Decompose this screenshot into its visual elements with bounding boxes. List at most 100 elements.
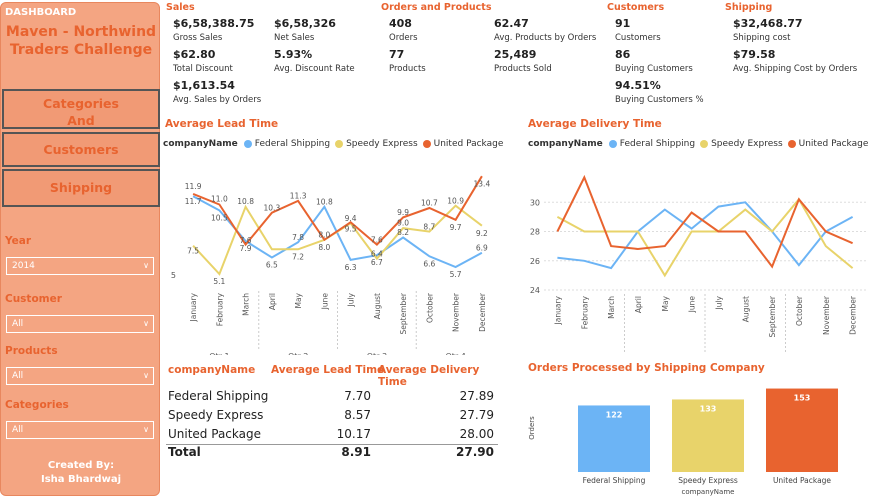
data-label: 11.0: [211, 195, 228, 204]
data-label: 9.7: [450, 223, 462, 232]
customer-filter-label: Customer: [5, 293, 62, 305]
legend-item-speedy[interactable]: Speedy Express: [700, 139, 783, 149]
products-filter-label: Products: [5, 345, 58, 357]
data-label: 6.6: [423, 259, 435, 268]
x-tick-label: November: [452, 292, 461, 332]
data-label: 5.1: [213, 277, 225, 286]
series-line-speedy: [556, 197, 854, 278]
x-tick-label: May: [661, 295, 670, 311]
legend-item-federal[interactable]: Federal Shipping: [608, 139, 695, 149]
legend-item-federal[interactable]: Federal Shipping: [243, 139, 331, 149]
x-tick-label: April: [268, 293, 277, 310]
categories-filter-label: Categories: [5, 399, 69, 411]
x-tick-label: October: [425, 292, 434, 323]
net-sales-label: Net Sales: [274, 33, 315, 43]
lead-time-legend: companyName Federal Shipping Speedy Expr…: [163, 139, 508, 149]
data-label: 8.2: [397, 228, 409, 237]
data-label: 10.3: [264, 203, 281, 212]
chevron-down-icon: ∨: [143, 319, 149, 328]
products-filter-select[interactable]: All ∨: [6, 367, 154, 385]
shipping-cost-value: $32,468.77: [733, 17, 803, 30]
sales-kpi-header: Sales: [166, 2, 195, 13]
year-filter-select[interactable]: 2014 ∨: [6, 257, 154, 275]
table-cell-lead-time: 10.17: [336, 427, 371, 441]
x-tick-label: July: [714, 295, 723, 310]
data-label: 9.9: [397, 208, 409, 217]
buying-customers-pct-label: Buying Customers %: [615, 95, 704, 105]
x-tick-label: June: [688, 296, 697, 314]
lead-time-chart-title: Average Lead Time: [165, 118, 279, 130]
gross-sales-value: $6,58,388.75: [173, 17, 255, 30]
categories-filter-select[interactable]: All ∨: [6, 421, 154, 439]
legend-item-united[interactable]: United Package: [787, 139, 869, 149]
orders-bar-chart: Orders 122 Federal Shipping 133 Speedy Expre…: [528, 388, 838, 496]
legend-dot: [700, 140, 709, 148]
total-discount-label: Total Discount: [173, 64, 233, 74]
data-label: 8.0: [318, 231, 330, 240]
nav-customers-button[interactable]: Customers: [2, 132, 160, 167]
legend-dot: [608, 140, 617, 148]
data-label: 10.8: [316, 198, 333, 207]
nav-shipping-button[interactable]: Shipping: [2, 169, 160, 207]
legend-label: United Package: [433, 139, 504, 149]
x-tick-label: June: [320, 293, 329, 311]
x-tick-label: Federal Shipping: [583, 476, 646, 485]
customers-value: 91: [615, 17, 631, 30]
y-tick-label: 24: [530, 286, 540, 295]
table-cell-company: Speedy Express: [168, 408, 264, 422]
avg-sales-value: $1,613.54: [173, 79, 235, 92]
categories-filter-value: All: [12, 425, 24, 435]
bar-speedy: [672, 399, 744, 472]
orders-label: Orders: [389, 33, 418, 43]
chevron-down-icon: ∨: [143, 425, 149, 434]
x-tick-label: February: [215, 292, 224, 326]
table-header-delivery-time[interactable]: Average Delivery Time: [378, 364, 480, 388]
table-total-divider: [166, 444, 498, 445]
author-name: Isha Bhardwaj: [40, 474, 121, 485]
x-tick-label: September: [399, 292, 408, 334]
products-value: 77: [389, 48, 405, 61]
x-tick-label: August: [373, 293, 382, 319]
data-label: 9.0: [397, 219, 409, 228]
app-title-line2: Traders Challenge: [9, 42, 153, 58]
x-tick-label: August: [741, 296, 750, 322]
bar-value-label: 153: [794, 394, 811, 403]
customer-filter-select[interactable]: All ∨: [6, 315, 154, 333]
legend-label: United Package: [798, 139, 869, 149]
data-label: 7.6: [240, 236, 252, 245]
table-header-lead-time[interactable]: Average Lead Time: [271, 364, 385, 376]
table-total-delivery-time: 27.90: [456, 445, 494, 459]
data-label: 11.9: [185, 182, 202, 191]
quarter-label: Qtr 1: [209, 352, 229, 355]
delivery-time-line-chart: 24 26 28 30 January February March April May June…: [530, 174, 866, 352]
chevron-down-icon: ∨: [143, 371, 149, 380]
table-header-company[interactable]: companyName: [168, 364, 256, 376]
year-filter-value: 2014: [12, 261, 35, 271]
table-cell-lead-time: 8.57: [344, 408, 371, 422]
legend-dot: [787, 140, 796, 148]
table-cell-delivery-time: 27.79: [459, 408, 494, 422]
x-tick-label: February: [580, 295, 589, 329]
table-cell-lead-time: 7.70: [344, 389, 371, 403]
data-label: 6.4: [371, 249, 383, 258]
customers-label: Customers: [615, 33, 661, 43]
legend-label: Federal Shipping: [254, 139, 331, 149]
legend-item-speedy[interactable]: Speedy Express: [335, 139, 418, 149]
table-cell-company: Federal Shipping: [168, 389, 269, 403]
chevron-down-icon: ∨: [143, 261, 149, 270]
x-tick-label: October: [795, 295, 804, 326]
x-tick-label: United Package: [773, 476, 831, 485]
y-tick-label: 26: [530, 257, 540, 266]
y-tick-label: 5: [171, 271, 176, 280]
nav-categories-products-button[interactable]: Categories And Products: [2, 89, 160, 145]
avg-products-label: Avg. Products by Orders: [494, 33, 597, 43]
app-title: Maven - Northwind Traders Challenge: [1, 23, 161, 59]
x-tick-label: December: [478, 292, 487, 332]
x-tick-label: November: [822, 295, 831, 335]
x-tick-label: January: [553, 295, 562, 325]
products-label: Products: [389, 64, 426, 74]
data-label: 8.7: [423, 222, 435, 231]
delivery-time-chart-title: Average Delivery Time: [528, 118, 662, 130]
legend-item-united[interactable]: United Package: [422, 139, 504, 149]
y-tick-label: 28: [530, 228, 540, 237]
